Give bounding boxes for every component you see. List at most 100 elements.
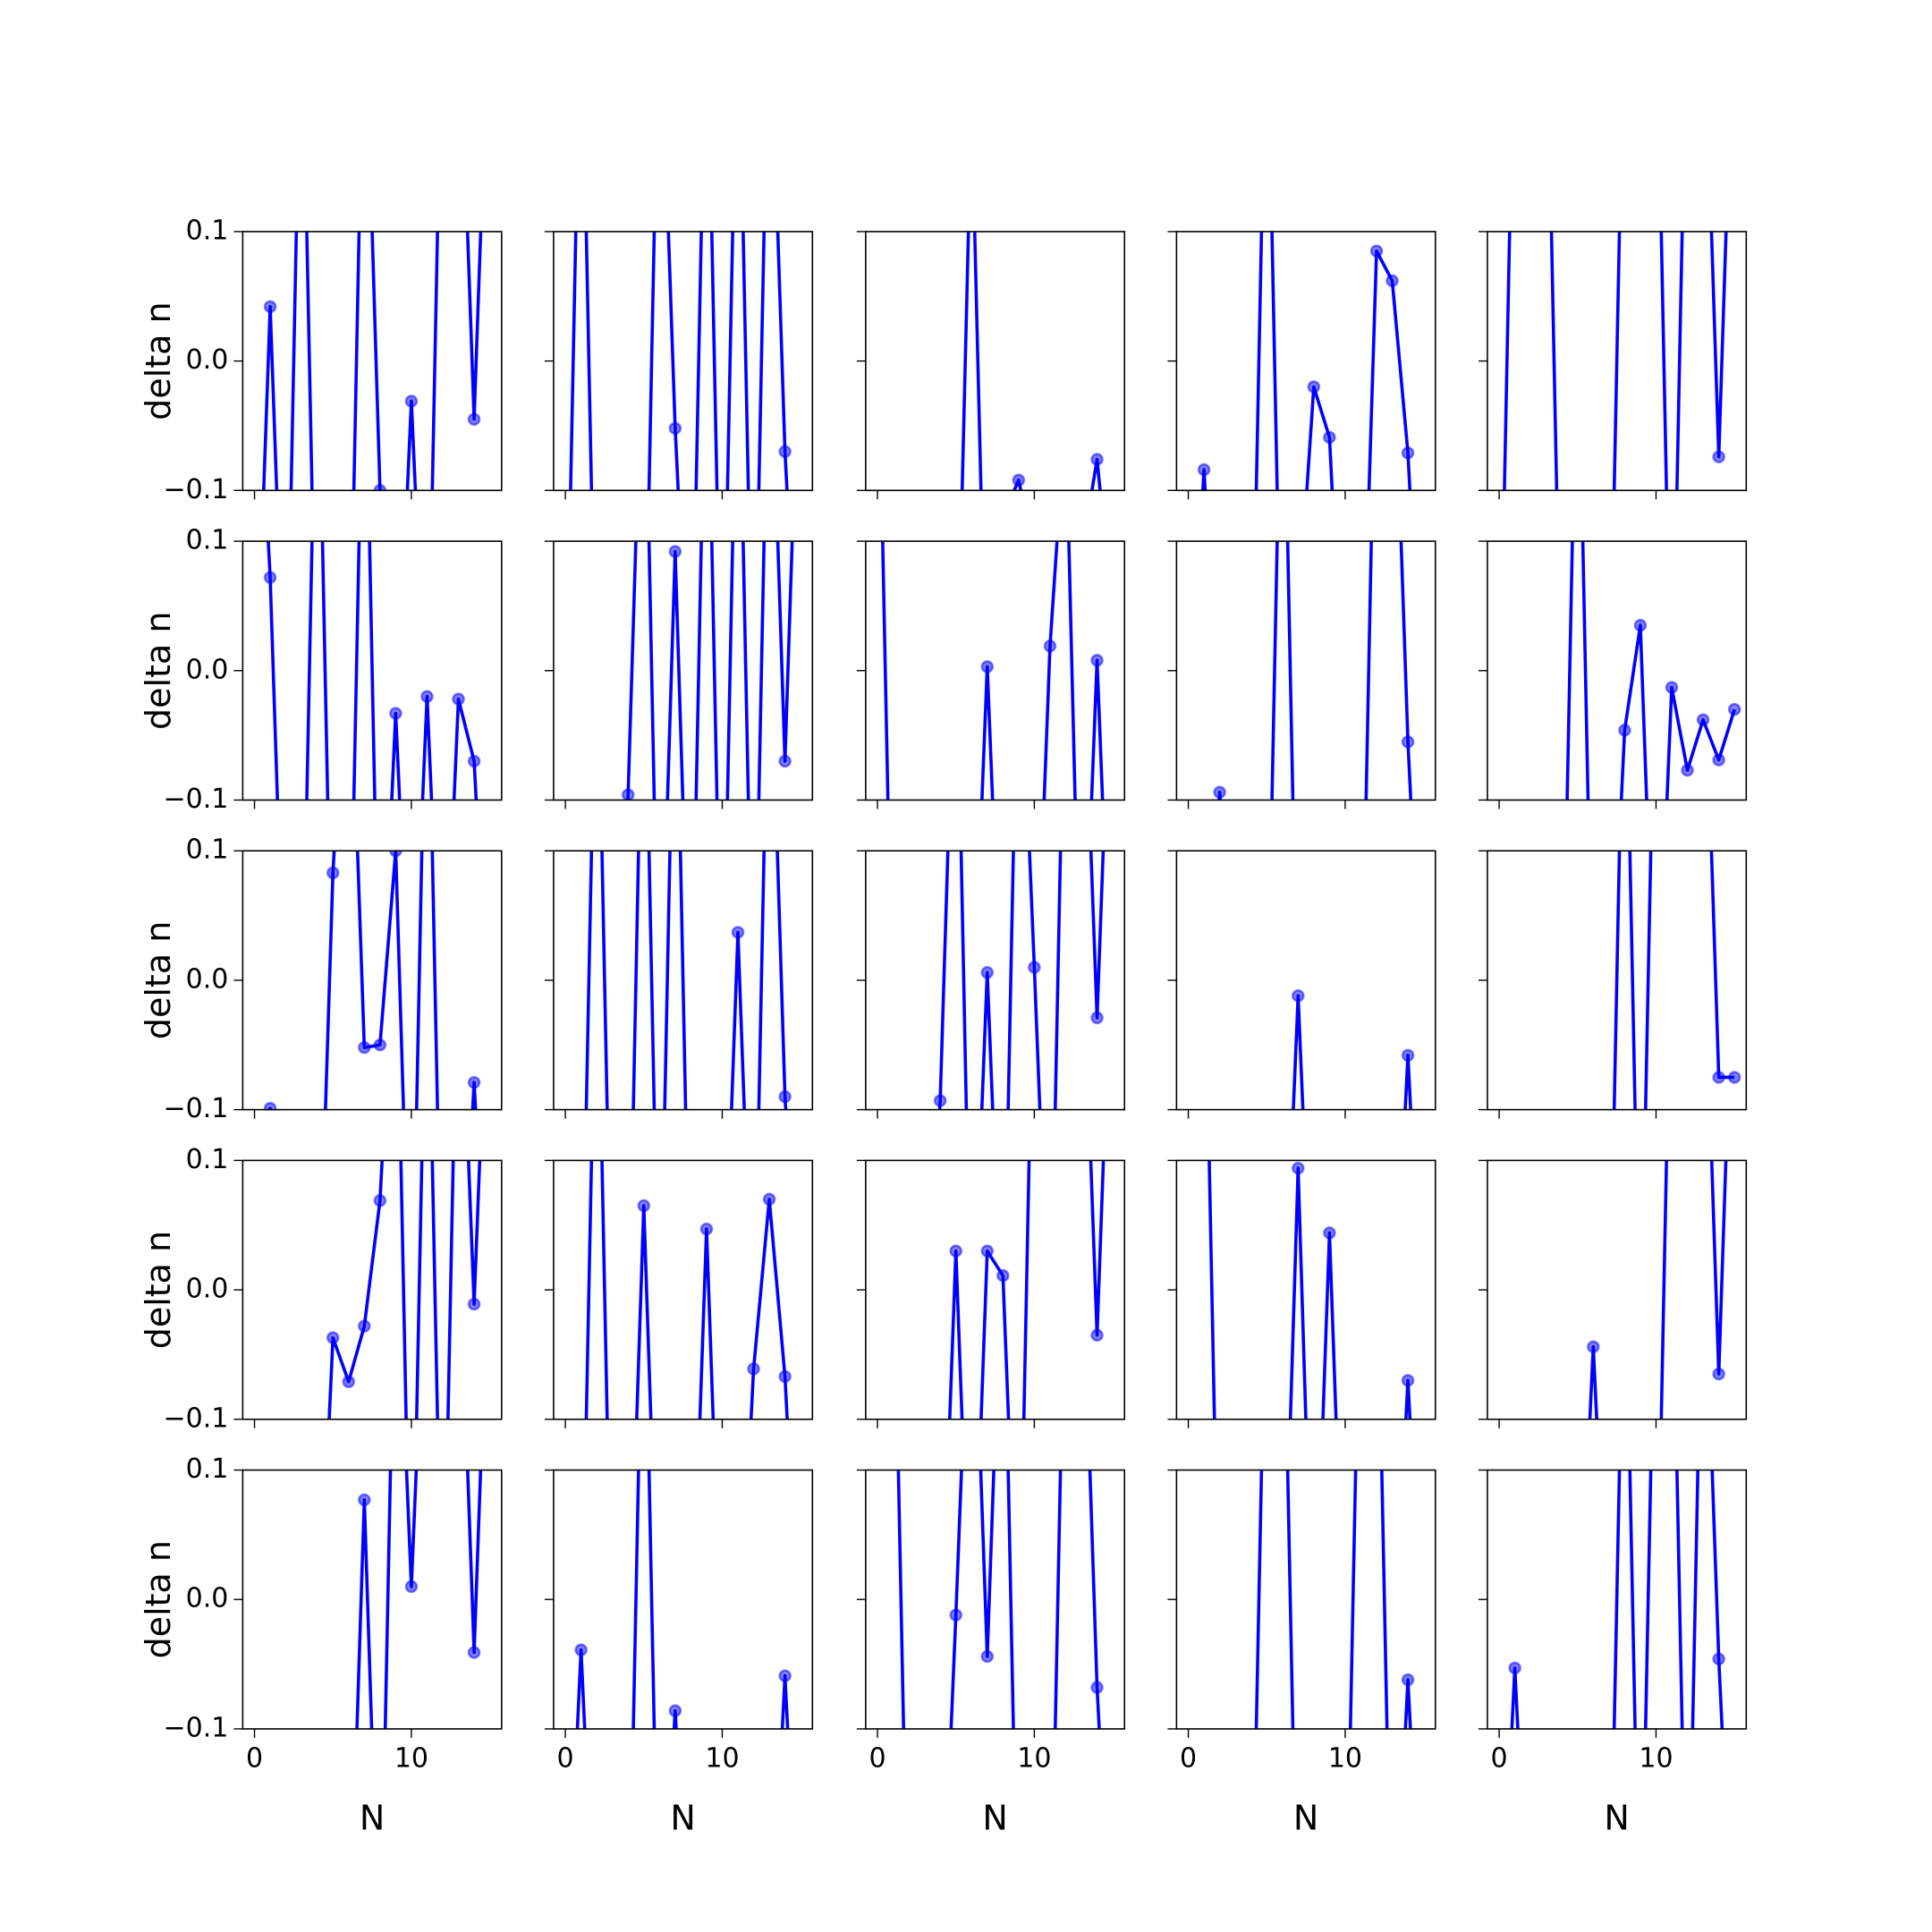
panel xyxy=(1197,231,1415,491)
data-point xyxy=(1712,753,1725,767)
series-line xyxy=(947,1160,1106,1419)
series-line xyxy=(1510,1470,1724,1729)
data-point xyxy=(1090,1011,1104,1025)
data-point xyxy=(996,1268,1010,1283)
data-point xyxy=(980,1649,995,1664)
data-point xyxy=(1696,713,1710,727)
series-line xyxy=(1503,231,1728,491)
data-point xyxy=(668,421,682,436)
data-point xyxy=(980,660,995,674)
data-point xyxy=(762,1192,776,1207)
data-point xyxy=(1385,274,1399,288)
panel xyxy=(896,1470,1104,1729)
data-point xyxy=(574,1643,588,1657)
data-point xyxy=(467,412,481,426)
x-axis-label: N xyxy=(360,1798,385,1837)
data-point xyxy=(358,1493,371,1507)
data-point xyxy=(326,866,340,880)
panel xyxy=(933,851,1106,1110)
panel xyxy=(355,1470,483,1729)
series-line xyxy=(569,231,789,491)
data-point xyxy=(1681,763,1694,777)
data-point xyxy=(1712,1071,1725,1084)
data-point xyxy=(1633,618,1648,632)
x-tick-label: 10 xyxy=(705,1742,739,1774)
data-point xyxy=(1090,453,1104,466)
y-tick-label: 0.0 xyxy=(186,344,229,376)
data-point xyxy=(1665,681,1679,694)
series-line xyxy=(268,851,478,1110)
data-point xyxy=(1213,785,1226,800)
data-point xyxy=(1401,1374,1415,1387)
data-point xyxy=(467,1646,481,1659)
y-axis-label: delta n xyxy=(139,301,178,419)
y-axis-label: delta n xyxy=(139,612,178,730)
panel xyxy=(1208,1160,1415,1419)
data-point xyxy=(747,1362,760,1376)
data-point xyxy=(1012,473,1026,487)
data-point xyxy=(1028,961,1041,974)
data-point xyxy=(778,1369,792,1384)
panel xyxy=(947,1160,1106,1419)
data-point xyxy=(1090,1681,1104,1694)
series-line xyxy=(267,541,479,801)
data-point xyxy=(420,690,434,703)
y-axis-label: delta n xyxy=(139,1231,178,1349)
data-point xyxy=(1587,1340,1600,1353)
data-point xyxy=(949,1608,962,1622)
data-point xyxy=(326,1331,340,1344)
data-point xyxy=(1090,653,1104,667)
series-line xyxy=(1254,1470,1412,1729)
data-point xyxy=(1197,462,1211,477)
data-point xyxy=(1323,430,1336,445)
y-tick-label: 0.0 xyxy=(186,1274,229,1305)
data-point xyxy=(1712,1367,1725,1381)
data-point xyxy=(467,1297,481,1311)
data-point xyxy=(778,1089,792,1104)
data-point xyxy=(1323,1226,1336,1240)
y-tick-label: −0.1 xyxy=(164,1712,229,1743)
data-point xyxy=(404,1580,419,1594)
y-tick-label: 0.1 xyxy=(186,1453,229,1485)
data-point xyxy=(1401,1048,1415,1063)
panel xyxy=(1508,1470,1725,1729)
y-tick-label: 0.0 xyxy=(186,1583,229,1614)
x-tick-label: 0 xyxy=(1180,1742,1197,1774)
panel xyxy=(326,1160,482,1419)
data-point xyxy=(1043,640,1057,653)
series-line xyxy=(584,1160,789,1419)
x-axis-label: N xyxy=(1293,1798,1318,1837)
data-point xyxy=(980,1244,995,1258)
panel xyxy=(1565,541,1741,801)
y-tick-label: 0.1 xyxy=(186,835,229,866)
panel xyxy=(574,1470,792,1729)
data-point xyxy=(452,692,465,706)
y-tick-label: −0.1 xyxy=(164,1093,229,1124)
x-tick-label: 10 xyxy=(1328,1742,1362,1774)
panel xyxy=(1503,231,1728,491)
data-point xyxy=(1618,724,1631,737)
panel xyxy=(584,1160,792,1419)
data-point xyxy=(1401,446,1415,460)
panel xyxy=(1254,1470,1415,1729)
panel xyxy=(263,851,481,1110)
y-tick-label: 0.1 xyxy=(186,1144,229,1175)
data-point xyxy=(1292,1161,1305,1175)
data-point xyxy=(621,788,635,801)
data-point xyxy=(389,851,402,858)
panel xyxy=(1587,1160,1728,1419)
data-point xyxy=(980,965,995,979)
data-point xyxy=(1712,1652,1725,1666)
data-point xyxy=(778,445,792,459)
panel xyxy=(960,231,1104,491)
series-line xyxy=(584,851,788,1110)
data-point xyxy=(1401,1673,1415,1687)
y-tick-label: 0.1 xyxy=(186,525,229,556)
panel xyxy=(1612,851,1741,1110)
data-point xyxy=(1292,989,1305,1003)
series-line xyxy=(881,541,1105,801)
panel xyxy=(1213,541,1415,801)
x-tick-label: 0 xyxy=(869,1742,886,1774)
x-tick-label: 0 xyxy=(1491,1742,1508,1774)
